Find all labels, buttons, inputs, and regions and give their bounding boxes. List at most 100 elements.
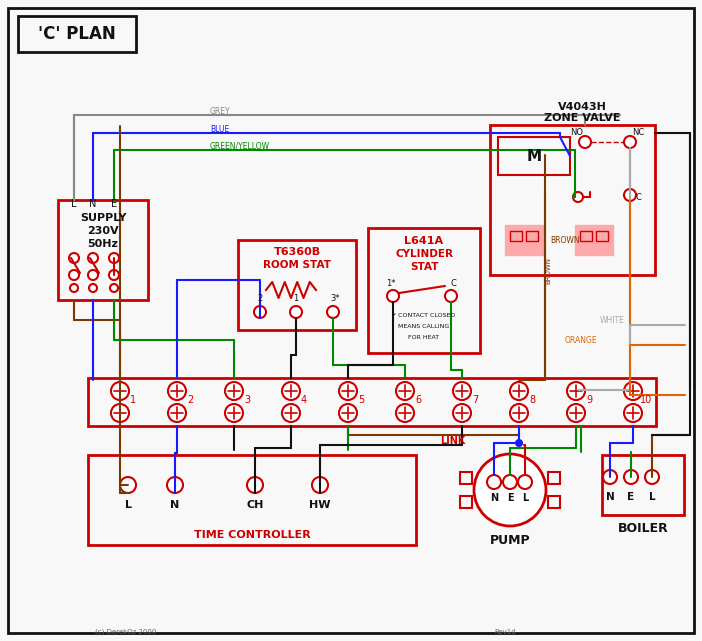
- Text: GREY: GREY: [210, 106, 231, 115]
- Circle shape: [339, 382, 357, 400]
- Text: L: L: [71, 199, 77, 209]
- Circle shape: [282, 382, 300, 400]
- Text: Rev1d: Rev1d: [494, 629, 516, 635]
- Text: 10: 10: [640, 395, 652, 405]
- Text: * CONTACT CLOSED: * CONTACT CLOSED: [393, 313, 455, 317]
- Circle shape: [453, 404, 471, 422]
- Text: C: C: [635, 192, 641, 201]
- Circle shape: [453, 382, 471, 400]
- Text: L: L: [124, 500, 131, 510]
- Bar: [460, 496, 472, 508]
- Text: TIME CONTROLLER: TIME CONTROLLER: [194, 530, 310, 540]
- Circle shape: [396, 404, 414, 422]
- Text: 230V: 230V: [87, 226, 119, 236]
- Text: 4: 4: [301, 395, 307, 405]
- Circle shape: [624, 189, 636, 201]
- Circle shape: [89, 284, 97, 292]
- Text: N: N: [171, 500, 180, 510]
- Text: C: C: [450, 278, 456, 288]
- Text: WHITE: WHITE: [600, 315, 625, 324]
- Circle shape: [474, 454, 546, 526]
- Circle shape: [645, 470, 659, 484]
- Text: 7: 7: [472, 395, 478, 405]
- Circle shape: [445, 290, 457, 302]
- Bar: [58, 200, 148, 300]
- Circle shape: [624, 470, 638, 484]
- Text: L: L: [522, 493, 528, 503]
- Text: PUMP: PUMP: [490, 533, 530, 547]
- Text: CH: CH: [246, 500, 264, 510]
- Circle shape: [624, 404, 642, 422]
- Text: FOR HEAT: FOR HEAT: [409, 335, 439, 340]
- Bar: [490, 125, 655, 275]
- Text: 'C' PLAN: 'C' PLAN: [38, 25, 116, 43]
- Circle shape: [290, 306, 302, 318]
- Text: N: N: [89, 199, 97, 209]
- Circle shape: [168, 404, 186, 422]
- Text: 3: 3: [244, 395, 250, 405]
- Text: GREEN/YELLOW: GREEN/YELLOW: [210, 142, 270, 151]
- Text: E: E: [628, 492, 635, 502]
- Text: ZONE VALVE: ZONE VALVE: [544, 113, 621, 123]
- Circle shape: [396, 382, 414, 400]
- Bar: [460, 472, 472, 484]
- Circle shape: [503, 475, 517, 489]
- Circle shape: [70, 284, 78, 292]
- Text: 1: 1: [130, 395, 136, 405]
- Circle shape: [254, 306, 266, 318]
- Circle shape: [510, 404, 528, 422]
- Text: M: M: [526, 149, 541, 163]
- Text: L: L: [649, 492, 655, 502]
- Circle shape: [339, 404, 357, 422]
- Circle shape: [327, 306, 339, 318]
- Text: ORANGE: ORANGE: [565, 335, 597, 344]
- Circle shape: [624, 382, 642, 400]
- Circle shape: [225, 404, 243, 422]
- Circle shape: [567, 404, 585, 422]
- Circle shape: [312, 477, 328, 493]
- Circle shape: [567, 382, 585, 400]
- Bar: [18, 16, 136, 52]
- Text: E: E: [507, 493, 513, 503]
- Bar: [368, 228, 480, 353]
- Circle shape: [518, 475, 532, 489]
- Text: 5: 5: [358, 395, 364, 405]
- Circle shape: [88, 270, 98, 280]
- Circle shape: [603, 470, 617, 484]
- Circle shape: [573, 192, 583, 202]
- Text: 6: 6: [415, 395, 421, 405]
- Text: E: E: [111, 199, 117, 209]
- Circle shape: [247, 477, 263, 493]
- Text: BLUE: BLUE: [210, 124, 230, 133]
- Text: T6360B: T6360B: [274, 247, 321, 257]
- Circle shape: [111, 382, 129, 400]
- Text: HW: HW: [310, 500, 331, 510]
- Circle shape: [120, 477, 136, 493]
- Circle shape: [624, 136, 636, 148]
- Text: L641A: L641A: [404, 236, 444, 246]
- Circle shape: [516, 440, 522, 446]
- Bar: [498, 137, 570, 175]
- Text: N: N: [606, 492, 614, 502]
- Circle shape: [111, 404, 129, 422]
- Text: (c) DerekOz 2000: (c) DerekOz 2000: [95, 629, 157, 635]
- Text: 2: 2: [258, 294, 263, 303]
- Circle shape: [69, 270, 79, 280]
- Text: ROOM STAT: ROOM STAT: [263, 260, 331, 270]
- Text: 50Hz: 50Hz: [88, 239, 119, 249]
- Bar: [88, 455, 416, 545]
- Bar: [596, 231, 608, 241]
- Circle shape: [487, 475, 501, 489]
- Text: 9: 9: [586, 395, 592, 405]
- Text: 8: 8: [529, 395, 535, 405]
- Circle shape: [510, 382, 528, 400]
- Text: 3*: 3*: [330, 294, 340, 303]
- Text: BOILER: BOILER: [618, 522, 668, 535]
- Text: 1*: 1*: [386, 278, 396, 288]
- Circle shape: [168, 382, 186, 400]
- Bar: [548, 472, 560, 484]
- Bar: [580, 231, 592, 241]
- Text: 2: 2: [187, 395, 193, 405]
- Bar: [548, 496, 560, 508]
- Circle shape: [88, 253, 98, 263]
